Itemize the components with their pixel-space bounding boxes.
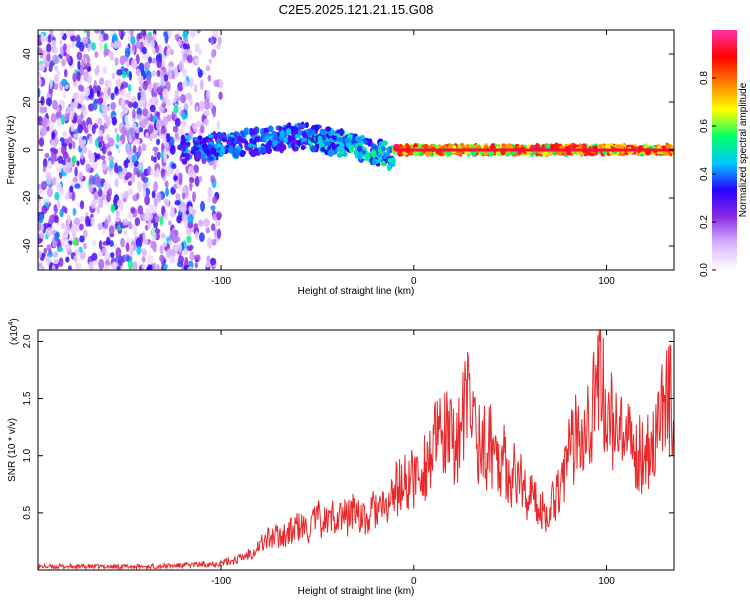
spectrogram-panel: -100 0 100 -40 -20 0 20 40 Height of straight … <box>6 29 675 297</box>
snr-y-tick-label: 0.5 <box>22 505 33 519</box>
colorbar-ticks: 0.0 0.2 0.4 0.6 0.8 <box>699 71 716 277</box>
snr-y-tick-label: 1.0 <box>22 448 33 462</box>
colorbar-tick-label: 0.8 <box>699 71 710 85</box>
snr-x-tick-label: 100 <box>598 576 615 587</box>
spectrogram-y-tick-label: 20 <box>22 96 33 108</box>
spectrogram-y-tick-label: 40 <box>22 48 33 60</box>
snr-y-tick-label: 2.0 <box>22 334 33 348</box>
snr-y-label: SNR (10 * v/v) <box>7 418 18 482</box>
snr-panel: -100 0 100 0.5 1.0 1.5 2.0 Height of straight… <box>7 318 675 597</box>
colorbar-gradient <box>712 30 737 270</box>
snr-x-tick-label: -100 <box>211 576 231 587</box>
spectrogram-y-tick-label: -40 <box>22 238 33 253</box>
snr-y-multiplier-close: ) <box>9 318 20 321</box>
snr-frame <box>37 329 675 571</box>
snr-y-axis: 0.5 1.0 1.5 2.0 <box>22 334 674 520</box>
spectrogram-y-label: Frequency (Hz) <box>6 116 17 185</box>
snr-line <box>37 329 674 571</box>
snr-x-axis: -100 0 100 <box>211 330 615 587</box>
spectrogram-y-tick-label: -20 <box>22 190 33 205</box>
colorbar-label: Normalized spectral amplitude <box>738 82 749 217</box>
snr-y-multiplier: (x104) <box>8 318 20 345</box>
spectrogram-x-tick-label: 100 <box>598 276 615 287</box>
colorbar-tick-label: 0.0 <box>699 263 710 277</box>
snr-y-tick-label: 1.5 <box>22 391 33 405</box>
snr-x-label: Height of straight line (km) <box>298 586 415 597</box>
spectrogram-x-label: Height of straight line (km) <box>298 286 415 297</box>
colorbar-tick-label: 0.2 <box>699 215 710 229</box>
spectrogram-x-tick-label: -100 <box>211 276 231 287</box>
spectrogram-y-tick-label: 0 <box>22 147 33 153</box>
spectrogram-y-axis: -40 -20 0 20 40 <box>22 48 674 253</box>
spectrogram-x-tick-label: 0 <box>411 276 417 287</box>
snr-y-multiplier-exp: 4 <box>8 322 15 326</box>
spectrogram-cells <box>38 30 674 270</box>
colorbar-tick-label: 0.6 <box>699 119 710 133</box>
colorbar-tick-label: 0.4 <box>699 167 710 181</box>
colorbar: 0.0 0.2 0.4 0.6 0.8 Normalized spectral ampl… <box>699 30 749 277</box>
spectrogram-x-axis: -100 0 100 <box>211 30 615 287</box>
chart-title: C2E5.2025.121.21.15.G08 <box>279 2 434 17</box>
snr-x-tick-label: 0 <box>411 576 417 587</box>
snr-y-multiplier-base: (x10 <box>9 325 20 345</box>
